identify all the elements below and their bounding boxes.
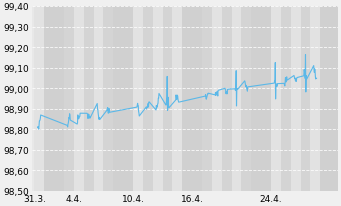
Bar — [143, 7, 153, 191]
Bar — [34, 7, 44, 191]
Bar — [64, 7, 74, 191]
Bar — [222, 7, 232, 191]
Bar — [241, 7, 251, 191]
Bar — [44, 7, 54, 191]
Bar — [103, 7, 113, 191]
Bar — [173, 7, 182, 191]
Bar — [232, 7, 241, 191]
Bar — [320, 7, 330, 191]
Bar — [300, 7, 310, 191]
Bar — [54, 7, 64, 191]
Bar — [281, 7, 291, 191]
Bar — [74, 7, 84, 191]
Bar — [271, 7, 281, 191]
Bar — [291, 7, 300, 191]
Bar — [192, 7, 202, 191]
Bar — [93, 7, 103, 191]
Bar — [330, 7, 340, 191]
Bar — [123, 7, 133, 191]
Bar — [251, 7, 261, 191]
Bar — [163, 7, 173, 191]
Bar — [261, 7, 271, 191]
Bar — [182, 7, 192, 191]
Bar — [113, 7, 123, 191]
Bar — [310, 7, 320, 191]
Bar — [202, 7, 212, 191]
Bar — [133, 7, 143, 191]
Bar — [212, 7, 222, 191]
Bar — [153, 7, 163, 191]
Bar — [84, 7, 93, 191]
